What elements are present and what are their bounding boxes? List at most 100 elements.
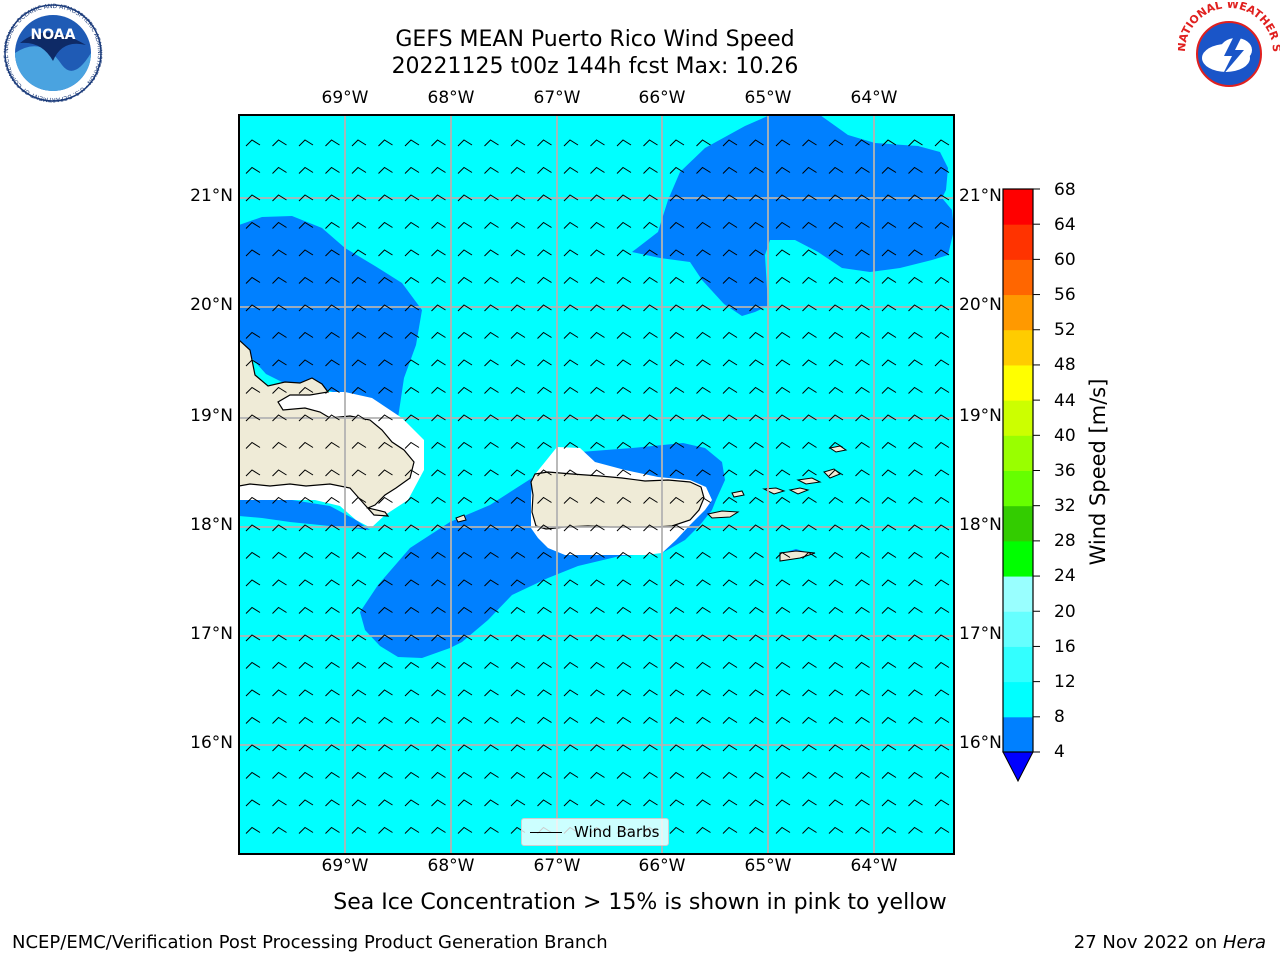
- wind-barb: [510, 276, 526, 284]
- wind-barb: [775, 661, 791, 669]
- wind-barb: [828, 331, 844, 339]
- wind-barb: [351, 249, 367, 257]
- wind-barb: [722, 414, 738, 422]
- wind-barb: [616, 496, 632, 504]
- colorbar-tick-40: 40: [1054, 426, 1076, 446]
- wind-barb: [431, 579, 446, 587]
- wind-barb: [908, 634, 923, 642]
- wind-barb: [749, 221, 764, 229]
- wind-barb: [828, 414, 844, 422]
- wind-barb: [378, 166, 393, 174]
- lat-label-left-18n: 18°N: [190, 515, 233, 535]
- wind-barb: [590, 414, 605, 422]
- colorbar-block: [1003, 505, 1033, 542]
- wind-barb: [669, 551, 685, 559]
- wind-barb: [696, 826, 711, 834]
- wind-barb: [298, 469, 314, 477]
- wind-barb: [272, 744, 287, 752]
- wind-barb: [855, 606, 870, 614]
- wind-barb: [802, 799, 817, 807]
- colorbar-tick-24: 24: [1054, 566, 1076, 586]
- wind-barb: [696, 771, 711, 779]
- wind-barb: [934, 744, 950, 752]
- wind-barb: [351, 469, 367, 477]
- wind-barb: [245, 771, 261, 779]
- noaa-logo-text: NOAA: [31, 27, 76, 43]
- wind-barb: [298, 716, 314, 724]
- wind-barb: [643, 716, 658, 724]
- wind-barb: [828, 551, 844, 559]
- wind-barb: [457, 524, 473, 532]
- wind-barb: [245, 221, 261, 229]
- wind-barb: [881, 166, 897, 174]
- lat-label-right-20n: 20°N: [959, 295, 1002, 315]
- wind-barb: [298, 551, 314, 559]
- wind-barb: [749, 496, 764, 504]
- wind-barb: [616, 716, 632, 724]
- wind-barb: [457, 276, 473, 284]
- wind-barb: [881, 744, 897, 752]
- wind-barb: [404, 469, 420, 477]
- wind-barb: [643, 799, 658, 807]
- wind-barb: [590, 441, 605, 449]
- wind-barb: [298, 359, 314, 367]
- lat-label-left-21n: 21°N: [190, 186, 233, 206]
- colorbar-block: [1003, 189, 1033, 225]
- wind-barb: [537, 496, 552, 504]
- wind-barb: [404, 799, 420, 807]
- wind-barb: [325, 469, 340, 477]
- wind-barb: [537, 524, 552, 532]
- wind-barb: [245, 414, 261, 422]
- wind-barb: [325, 414, 340, 422]
- wind-barb: [855, 634, 870, 642]
- wind-barb: [510, 221, 526, 229]
- colorbar-tick-12: 12: [1054, 672, 1076, 692]
- wind-barb: [669, 414, 685, 422]
- colorbar-underflow-triangle: [1002, 751, 1034, 783]
- wind-barb: [378, 386, 393, 394]
- wind-barb: [722, 359, 738, 367]
- wind-barb: [749, 606, 764, 614]
- wind-barb: [855, 441, 870, 449]
- wind-barb: [828, 496, 844, 504]
- wind-barb: [881, 661, 897, 669]
- wind-barb: [404, 579, 420, 587]
- wind-barb: [749, 826, 764, 834]
- wind-barb: [855, 469, 870, 477]
- wind-barb: [404, 386, 420, 394]
- wind-barb: [537, 166, 552, 174]
- wind-barb: [696, 386, 711, 394]
- wind-barb: [351, 386, 367, 394]
- wind-barb: [325, 716, 340, 724]
- wind-barb: [802, 716, 817, 724]
- footer-credit: NCEP/EMC/Verification Post Processing Pr…: [12, 932, 608, 953]
- wind-barb: [855, 414, 870, 422]
- wind-barb: [908, 606, 923, 614]
- wind-barb: [510, 744, 526, 752]
- wind-barb: [669, 579, 685, 587]
- wind-barb: [537, 689, 552, 697]
- wind-barb: [537, 414, 552, 422]
- wind-barb: [722, 331, 738, 339]
- wind-barb: [722, 579, 738, 587]
- wind-barb: [563, 799, 579, 807]
- wind-barb: [510, 689, 526, 697]
- wind-barb: [325, 551, 340, 559]
- wind-barb: [749, 469, 764, 477]
- wind-barb: [484, 716, 499, 724]
- lon-label-bottom-69w: 69°W: [321, 856, 369, 876]
- wind-barb: [351, 166, 367, 174]
- wind-barb: [537, 551, 552, 559]
- wind-barb: [802, 249, 817, 257]
- wind-barb: [828, 194, 844, 202]
- wind-barb: [510, 771, 526, 779]
- wind-barb: [298, 414, 314, 422]
- wind-barb: [881, 249, 897, 257]
- wind-barb: [775, 496, 791, 504]
- wind-barb: [272, 469, 287, 477]
- wind-barb: [298, 331, 314, 339]
- map-grid: [239, 115, 954, 854]
- wind-barb: [881, 496, 897, 504]
- wind-barb: [828, 771, 844, 779]
- wind-barb: [696, 359, 711, 367]
